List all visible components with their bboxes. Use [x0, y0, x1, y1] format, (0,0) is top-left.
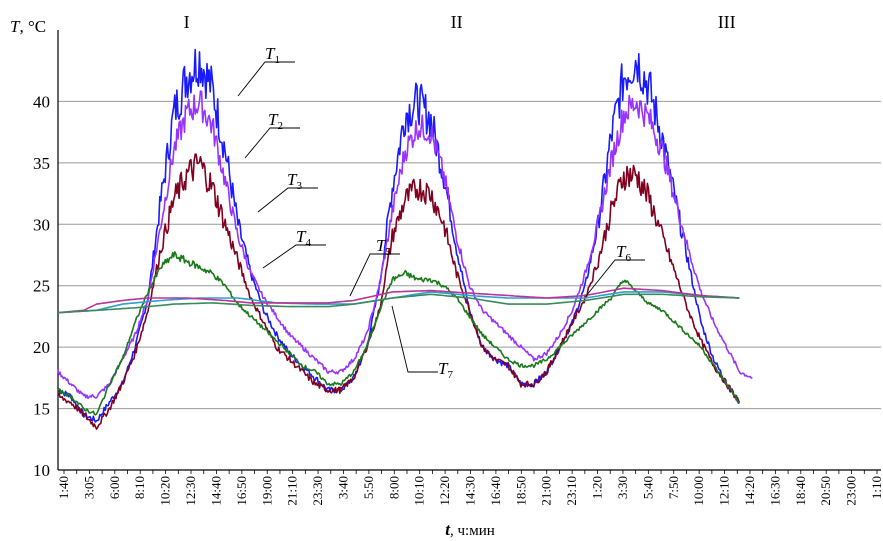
- x-tick-label: 16:50: [234, 476, 249, 506]
- x-axis-label-symbol: t: [445, 520, 451, 539]
- x-tick-label: 1:20: [590, 476, 605, 499]
- y-axis-label-unit: , °C: [19, 17, 46, 36]
- x-tick-label: 10:00: [691, 476, 706, 506]
- x-tick-label: 8:10: [132, 476, 147, 499]
- section-label: III: [718, 12, 736, 32]
- series-label-t6: T6: [616, 242, 631, 264]
- series-line-t7: [57, 293, 740, 314]
- y-tick-label: 20: [33, 338, 50, 357]
- leader-line-t3: [257, 187, 318, 213]
- series-label-t7: T7: [438, 359, 453, 381]
- series-line-t6: [57, 287, 740, 314]
- series-label-t3: T3: [287, 170, 302, 192]
- x-tick-label: 21:00: [539, 476, 554, 506]
- y-tick-label: 10: [33, 461, 50, 480]
- leader-line-t5: [349, 253, 400, 297]
- series-line-t3: [57, 153, 741, 430]
- x-tick-label: 5:50: [361, 476, 376, 499]
- x-tick-label: 12:20: [437, 476, 452, 506]
- x-tick-label: 23:00: [844, 476, 859, 506]
- series-label-t1: T1: [265, 44, 280, 66]
- x-tick-label: 3:30: [615, 476, 630, 499]
- y-tick-label: 40: [33, 92, 50, 111]
- y-axis-label-symbol: T: [10, 17, 21, 36]
- x-tick-label: 23:30: [310, 476, 325, 506]
- series-lines: [57, 48, 753, 430]
- y-tick-label: 30: [33, 215, 50, 234]
- x-axis-label: t, ч:мин: [445, 520, 495, 539]
- x-axis-label-unit: , ч:мин: [450, 523, 495, 539]
- series-label-t4: T4: [296, 227, 311, 249]
- x-tick-label: 14:20: [742, 476, 757, 506]
- x-tick-label: 14:40: [208, 476, 223, 506]
- x-tick-label: 10:10: [412, 476, 427, 506]
- x-tick-label: 16:40: [488, 476, 503, 506]
- x-tick-label: 1:40: [56, 476, 71, 499]
- x-tick-label: 18:40: [793, 476, 808, 506]
- series-label-leaders: T1 T2 T3 T4 T5 T6 T7: [237, 44, 645, 381]
- section-label: I: [184, 12, 190, 32]
- section-label: II: [451, 12, 463, 32]
- leader-line-t1: [237, 61, 295, 97]
- x-tick-label: 12:30: [183, 476, 198, 506]
- y-tick-label: 25: [33, 277, 50, 296]
- x-tick-label: 7:50: [666, 476, 681, 499]
- x-tick-label: 18:50: [513, 476, 528, 506]
- leader-line-t6: [585, 259, 645, 297]
- x-tick-label: 5:40: [640, 476, 655, 499]
- x-tick-label: 8:00: [386, 476, 401, 499]
- leader-line-t4: [262, 244, 326, 269]
- x-tick-label: 21:10: [285, 476, 300, 506]
- series-label-t5: T5: [376, 236, 391, 258]
- x-tick-label: 6:00: [107, 476, 122, 499]
- y-tick-label: 15: [33, 400, 50, 419]
- series-label-t2: T2: [268, 110, 283, 132]
- x-tick-label: 10:20: [158, 476, 173, 506]
- x-tick-label: 12:10: [717, 476, 732, 506]
- y-tick-labels: 10 15 20 25 30 35 40: [33, 92, 50, 480]
- y-axis-label: T, °C: [10, 17, 46, 36]
- x-tick-label: 19:00: [259, 476, 274, 506]
- leader-line-t2: [244, 127, 300, 159]
- x-tick-label: 3:40: [335, 476, 350, 499]
- x-tick-label: 14:30: [463, 476, 478, 506]
- series-line-t1: [57, 48, 740, 423]
- series-line-t4: [57, 251, 740, 416]
- x-tick-label: 16:30: [767, 476, 782, 506]
- x-tick-labels: 1:40 3:05 6:00 8:10 10:20 12:30 14:40 16:50 19:0…: [56, 470, 883, 506]
- series-line-t2: [57, 90, 753, 400]
- x-tick-label: 3:05: [81, 476, 96, 499]
- section-labels: I II III: [184, 12, 736, 32]
- x-tick-label: 23:10: [564, 476, 579, 506]
- leader-line-t7: [391, 305, 438, 373]
- x-tick-label: 20:50: [818, 476, 833, 506]
- y-tick-label: 35: [33, 154, 50, 173]
- x-tick-label: 1:10: [869, 476, 883, 499]
